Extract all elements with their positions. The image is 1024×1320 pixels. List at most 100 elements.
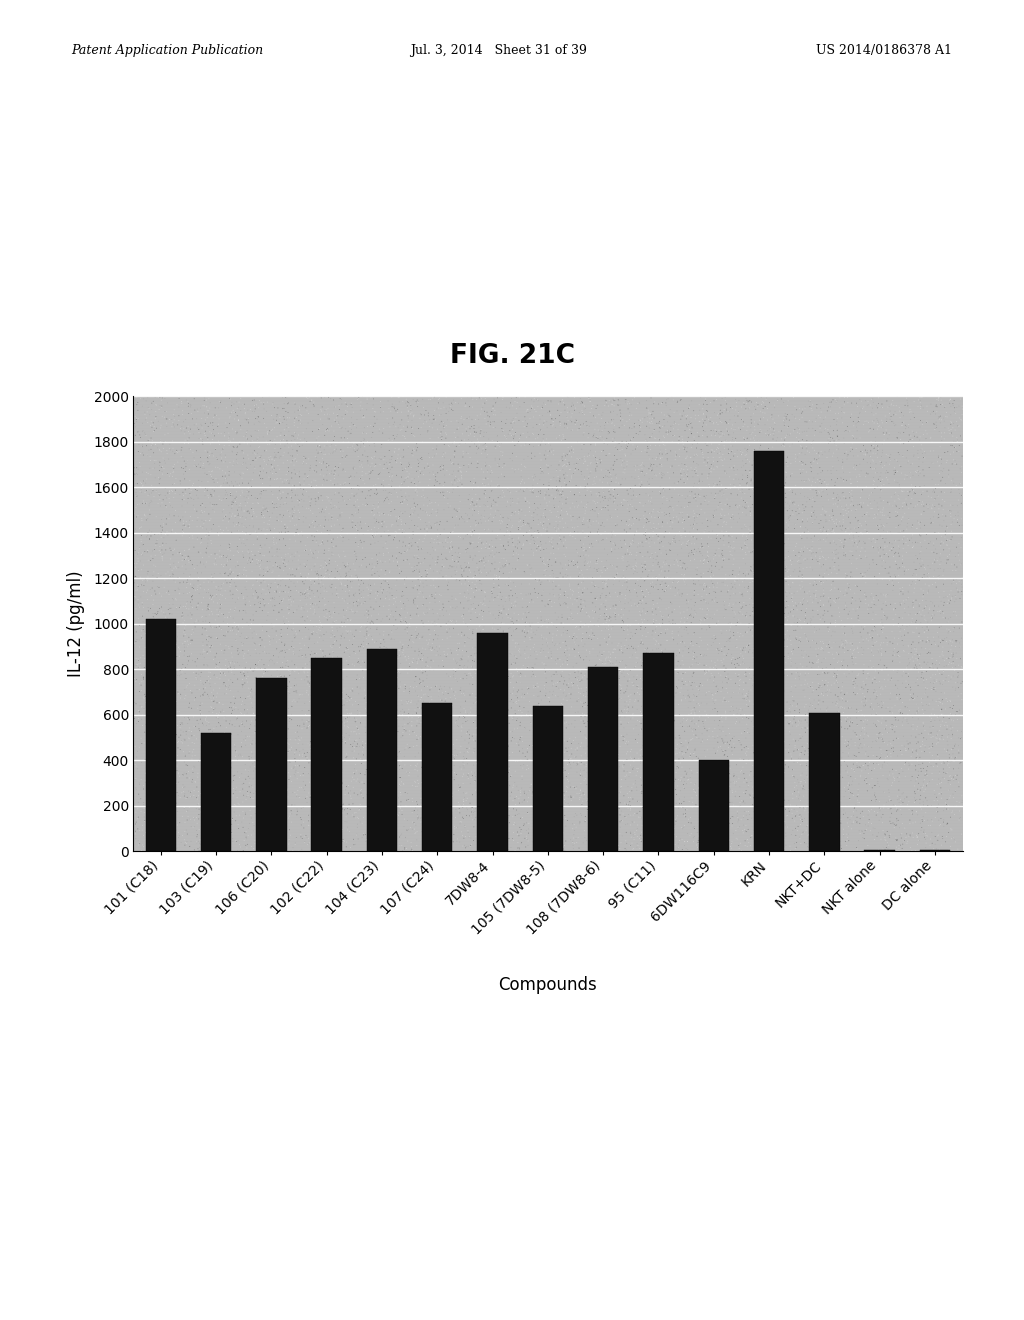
- Point: [402, 395, 419, 416]
- Point: [943, 411, 959, 432]
- Point: [415, 573, 431, 594]
- Point: [425, 440, 441, 461]
- Point: [384, 465, 400, 486]
- Point: [707, 776, 723, 797]
- Point: [737, 834, 754, 855]
- Point: [609, 676, 626, 697]
- Point: [214, 461, 230, 482]
- Point: [947, 420, 964, 441]
- Point: [379, 606, 395, 627]
- Point: [165, 635, 181, 656]
- Point: [138, 510, 155, 531]
- Point: [791, 549, 807, 570]
- Point: [315, 453, 332, 474]
- Point: [941, 706, 957, 727]
- Point: [915, 780, 932, 801]
- Point: [914, 590, 931, 611]
- Point: [229, 552, 246, 573]
- Point: [352, 593, 369, 614]
- Point: [894, 577, 910, 598]
- Point: [305, 622, 322, 643]
- Point: [621, 766, 637, 787]
- Point: [640, 756, 656, 777]
- Point: [364, 453, 380, 474]
- Point: [160, 482, 176, 503]
- Point: [562, 664, 579, 685]
- Point: [434, 630, 451, 651]
- Point: [521, 500, 538, 521]
- Point: [787, 444, 804, 465]
- Point: [799, 425, 815, 446]
- Point: [579, 727, 595, 748]
- Point: [273, 619, 290, 640]
- Point: [795, 821, 811, 842]
- Point: [257, 710, 273, 731]
- Point: [601, 467, 617, 488]
- Point: [780, 742, 797, 763]
- Point: [945, 826, 962, 847]
- Point: [902, 733, 919, 754]
- Point: [641, 475, 657, 496]
- Point: [570, 669, 587, 690]
- Point: [490, 779, 507, 800]
- Point: [158, 408, 174, 429]
- Point: [709, 659, 725, 680]
- Point: [314, 688, 331, 709]
- Point: [403, 638, 420, 659]
- Point: [909, 494, 926, 515]
- Point: [373, 611, 389, 632]
- Point: [462, 521, 478, 543]
- Point: [604, 708, 621, 729]
- Point: [949, 764, 966, 785]
- Point: [137, 638, 154, 659]
- Point: [648, 784, 665, 805]
- Point: [528, 800, 545, 821]
- Point: [700, 550, 717, 572]
- Point: [407, 426, 423, 447]
- Point: [563, 466, 580, 487]
- Point: [228, 615, 245, 636]
- Point: [868, 408, 885, 429]
- Point: [125, 708, 141, 729]
- Point: [529, 391, 546, 412]
- Point: [667, 709, 683, 730]
- Point: [376, 511, 392, 532]
- Point: [171, 762, 187, 783]
- Point: [343, 432, 359, 453]
- Point: [476, 785, 493, 807]
- Point: [765, 737, 781, 758]
- Point: [570, 635, 587, 656]
- Point: [372, 833, 388, 854]
- Point: [879, 513, 895, 535]
- Point: [557, 545, 573, 566]
- Point: [864, 397, 881, 418]
- Point: [179, 824, 196, 845]
- Point: [852, 541, 868, 562]
- Point: [272, 433, 289, 454]
- Point: [165, 413, 181, 434]
- Point: [837, 697, 853, 718]
- Point: [294, 743, 310, 764]
- Point: [474, 743, 490, 764]
- Point: [609, 656, 626, 677]
- Point: [211, 525, 227, 546]
- Point: [793, 525, 809, 546]
- Point: [750, 671, 766, 692]
- Point: [342, 416, 358, 437]
- Point: [954, 404, 971, 425]
- Point: [825, 442, 842, 463]
- Point: [938, 655, 954, 676]
- Point: [675, 818, 691, 840]
- Point: [665, 414, 681, 436]
- Point: [831, 397, 848, 418]
- Point: [499, 686, 515, 708]
- Point: [544, 810, 560, 832]
- Point: [265, 527, 282, 548]
- Point: [482, 503, 499, 524]
- Point: [389, 556, 406, 577]
- Point: [409, 676, 425, 697]
- Point: [637, 554, 653, 576]
- Point: [577, 513, 593, 535]
- Point: [896, 614, 912, 635]
- Point: [849, 807, 865, 828]
